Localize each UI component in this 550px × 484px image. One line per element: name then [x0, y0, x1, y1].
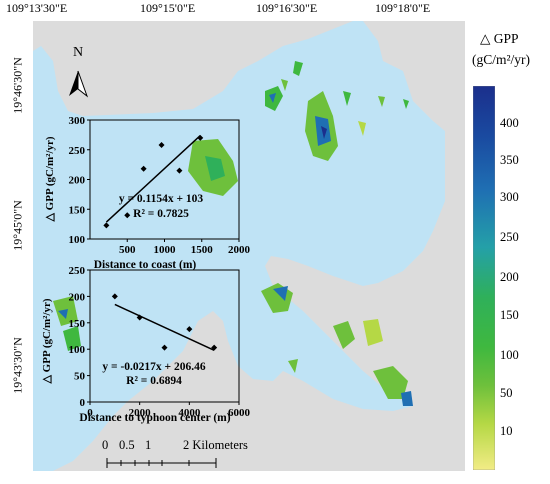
- data-point: [176, 167, 183, 174]
- inset-equation: y = -0.0217x + 206.46: [102, 361, 205, 373]
- y-tick-label: 200: [69, 175, 86, 187]
- data-point: [111, 293, 118, 300]
- latitude-label: 19°46'30"N: [10, 57, 25, 114]
- scale-bar: [106, 458, 217, 468]
- latitude-label: 19°43'30"N: [10, 337, 25, 394]
- data-point: [140, 165, 147, 172]
- legend-unit: (gC/m²/yr): [472, 52, 531, 67]
- map-frame: N 0 0.5 1 2 Kilometers 100 150 200 250 300 50…: [33, 21, 465, 471]
- data-point: [124, 212, 131, 219]
- y-tick-label: 0: [80, 397, 86, 409]
- inset-xlabel: Distance to typhoon center (m): [79, 412, 230, 424]
- inset-ylabel: △ GPP (gC/m²/yr): [41, 298, 53, 384]
- y-tick-label: 100: [69, 344, 86, 356]
- y-tick-label: 200: [69, 291, 86, 303]
- north-arrow-icon: [69, 70, 89, 98]
- gpp-patches: [53, 61, 413, 406]
- longitude-label: 109°13'30"E: [6, 1, 68, 15]
- y-tick-label: 150: [69, 204, 86, 216]
- data-point: [186, 326, 193, 333]
- inset-equation: y = 0.1154x + 103: [119, 193, 204, 205]
- y-tick-label: 50: [74, 371, 86, 383]
- data-point: [103, 222, 110, 229]
- inset-frame: [89, 269, 240, 403]
- data-point: [161, 344, 168, 351]
- inset-chart-coast: 100 150 200 250 300 500 1000 1500 2000 Distance …: [44, 115, 251, 271]
- inset-chart-typhoon: 0 50 100 150 200 250 0 2000 4000 6000 Distance to…: [41, 265, 251, 424]
- x-tick-label: 500: [119, 244, 136, 256]
- legend-label: 10: [500, 424, 513, 438]
- water-body: [33, 21, 445, 471]
- data-point: [211, 344, 218, 351]
- x-tick-label: 4000: [178, 407, 201, 419]
- longitude-label: 109°18'0"E: [375, 1, 431, 15]
- scale-tick-label: 1: [145, 438, 151, 452]
- legend-colorbar: [473, 86, 495, 470]
- legend-label: 100: [500, 348, 519, 362]
- y-tick-label: 100: [69, 234, 86, 246]
- legend-label: 300: [500, 190, 519, 204]
- inset-xlabel: Distance to coast (m): [94, 259, 197, 271]
- inset-r2: R² = 0.7825: [133, 208, 189, 220]
- scale-tick-label: 0.5: [119, 438, 135, 452]
- fit-line: [105, 135, 201, 223]
- y-tick-label: 250: [69, 145, 86, 157]
- y-tick-label: 300: [69, 115, 86, 127]
- legend-label: 250: [500, 230, 519, 244]
- legend-label: 50: [500, 386, 513, 400]
- x-tick-label: 0: [87, 407, 93, 419]
- x-tick-label: 2000: [129, 407, 152, 419]
- latitude-label: 19°45'0"N: [10, 200, 25, 251]
- legend-label: 200: [500, 270, 519, 284]
- x-tick-label: 1500: [191, 244, 214, 256]
- inset-ylabel: △ GPP (gC/m²/yr): [44, 136, 56, 222]
- scale-tick-label: 2 Kilometers: [183, 438, 248, 452]
- legend-label: 400: [500, 116, 519, 130]
- legend-label: 350: [500, 153, 519, 167]
- legend-title: △ GPP: [480, 31, 519, 46]
- north-label: N: [73, 45, 83, 60]
- y-tick-label: 250: [69, 265, 86, 277]
- inset-r2: R² = 0.6894: [126, 375, 182, 387]
- y-tick-label: 150: [69, 318, 86, 330]
- x-tick-label: 2000: [228, 244, 251, 256]
- scale-tick-label: 0: [102, 438, 108, 452]
- longitude-label: 109°15'0"E: [140, 1, 196, 15]
- data-point: [158, 141, 165, 148]
- longitude-label: 109°16'30"E: [256, 1, 318, 15]
- data-point: [136, 314, 143, 321]
- data-point: [197, 134, 204, 141]
- legend-label: 150: [500, 308, 519, 322]
- x-tick-label: 6000: [228, 407, 251, 419]
- fit-line: [114, 303, 215, 351]
- x-tick-label: 1000: [154, 244, 177, 256]
